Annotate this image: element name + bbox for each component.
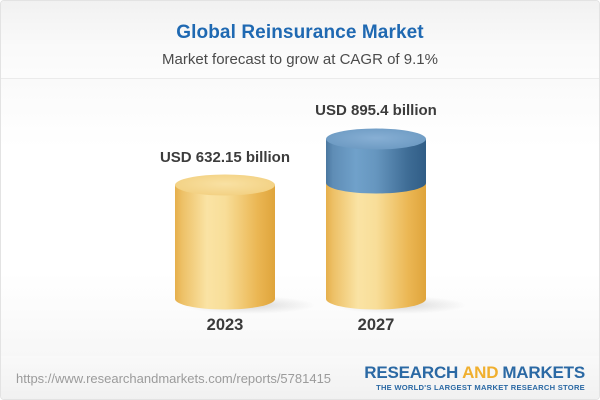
page-subtitle: Market forecast to grow at CAGR of 9.1% — [162, 51, 438, 68]
value-label-2027: USD 895.4 billion — [315, 102, 437, 119]
logo-tagline: THE WORLD'S LARGEST MARKET RESEARCH STOR… — [376, 383, 585, 393]
logo-wordmark: RESEARCH AND MARKETS — [364, 364, 585, 381]
logo-word-markets: MARKETS — [502, 363, 585, 383]
cylinder-2027-top — [326, 128, 426, 150]
report-url-link[interactable]: https://www.researchandmarkets.com/repor… — [16, 370, 332, 386]
logo-word-research: RESEARCH — [364, 363, 459, 383]
x-axis-label-2027: 2027 — [358, 316, 395, 334]
cylinder-2027-base-segment — [326, 183, 426, 310]
page-title: Global Reinsurance Market — [176, 22, 424, 43]
value-label-2023: USD 632.15 billion — [160, 149, 290, 166]
x-axis-label-2023: 2023 — [207, 316, 244, 334]
cylinder-bar-chart: USD 632.15 billion USD 895.4 billion 202… — [160, 102, 466, 334]
cylinder-2023-body — [175, 185, 275, 310]
header: Global Reinsurance Market Market forecas… — [1, 1, 599, 79]
cylinder-2027-growth-segment — [326, 139, 426, 194]
chart-area: USD 632.15 billion USD 895.4 billion 202… — [1, 79, 599, 356]
logo-word-and: AND — [462, 363, 499, 383]
research-and-markets-logo: RESEARCH AND MARKETS THE WORLD'S LARGEST M… — [364, 364, 585, 392]
cylinder-2023-top — [175, 174, 275, 196]
footer: https://www.researchandmarkets.com/repor… — [1, 356, 599, 399]
